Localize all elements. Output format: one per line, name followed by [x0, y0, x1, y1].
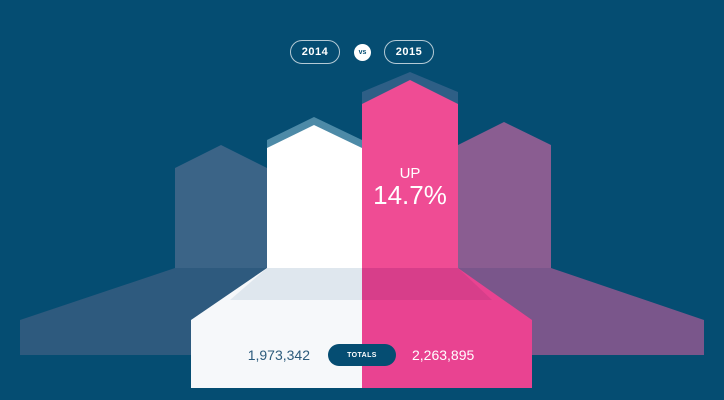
- totals-badge: TOTALS: [328, 344, 396, 366]
- base-2014-gradient: [230, 268, 362, 300]
- bar-2015: [362, 80, 458, 268]
- bar-previous-year: [175, 145, 267, 268]
- bar-next-year: [458, 122, 551, 268]
- year-2014-pill[interactable]: 2014: [290, 40, 340, 64]
- change-label: UP: [399, 165, 421, 182]
- vs-badge: vs: [354, 44, 371, 61]
- base-2015-gradient: [362, 268, 492, 300]
- change-value: 14.7%: [373, 180, 447, 210]
- year-2015-pill[interactable]: 2015: [384, 40, 434, 64]
- bar-2014: [267, 125, 362, 268]
- total-2014-value: 1,973,342: [247, 347, 310, 363]
- total-2015-value: 2,263,895: [412, 347, 475, 363]
